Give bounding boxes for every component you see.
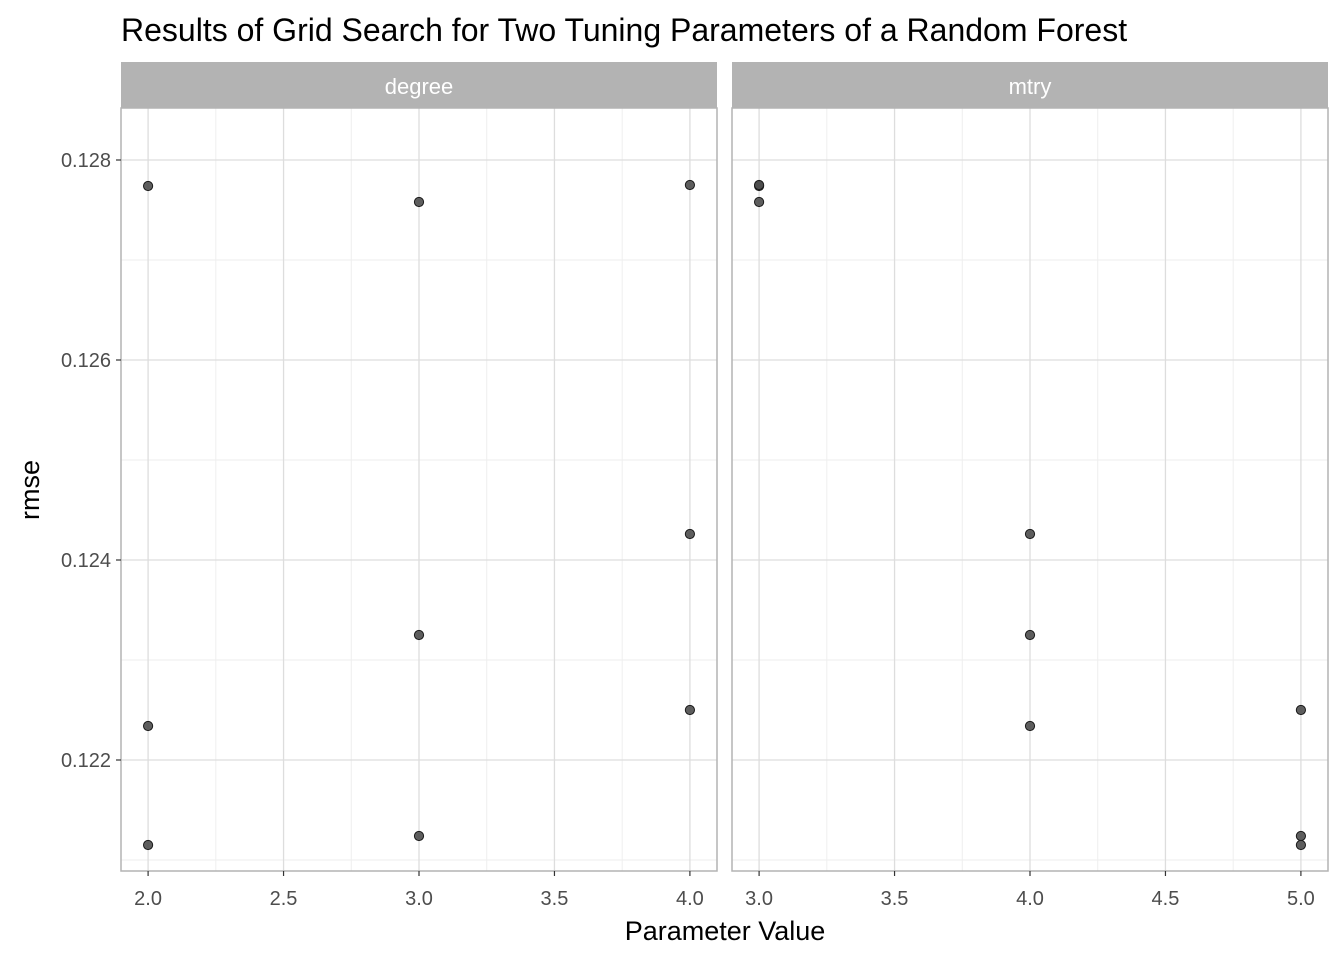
y-tick-label: 0.124 bbox=[61, 550, 111, 572]
x-tick-label: 2.0 bbox=[134, 888, 162, 910]
strip-label-degree: degree bbox=[385, 74, 454, 99]
x-tick-label: 3.0 bbox=[745, 888, 773, 910]
data-point bbox=[1295, 839, 1307, 851]
strip-background bbox=[732, 62, 1328, 108]
data-points bbox=[753, 179, 1307, 851]
x-tick-label: 3.5 bbox=[541, 888, 569, 910]
data-point bbox=[684, 704, 696, 716]
x-tick-label: 4.5 bbox=[1152, 888, 1180, 910]
panel-degree: degree 2.0 2.5 3.0 3.5 4.0 bbox=[120, 62, 718, 910]
y-axis-title: rmse bbox=[15, 460, 45, 520]
data-point bbox=[413, 830, 425, 842]
data-point bbox=[1024, 629, 1036, 641]
x-tick-label: 5.0 bbox=[1287, 888, 1315, 910]
x-tick-label: 3.0 bbox=[405, 888, 433, 910]
x-tick-label: 4.0 bbox=[1016, 888, 1044, 910]
strip-background bbox=[121, 62, 717, 108]
x-axis-ticks: 2.0 2.5 3.0 3.5 4.0 bbox=[134, 871, 704, 910]
data-point bbox=[142, 720, 154, 732]
data-point bbox=[413, 196, 425, 208]
y-tick-label: 0.126 bbox=[61, 350, 111, 372]
y-axis: 0.122 0.124 0.126 0.128 bbox=[61, 150, 121, 772]
y-tick-label: 0.128 bbox=[61, 150, 111, 172]
x-axis-title: Parameter Value bbox=[625, 916, 826, 946]
x-tick-label: 3.5 bbox=[881, 888, 909, 910]
x-axis-ticks: 3.0 3.5 4.0 4.5 5.0 bbox=[745, 871, 1315, 910]
data-point bbox=[1295, 830, 1307, 842]
data-point bbox=[684, 528, 696, 540]
data-point bbox=[1295, 704, 1307, 716]
grid-lines bbox=[121, 108, 717, 871]
data-points bbox=[142, 179, 696, 851]
y-tick-label: 0.122 bbox=[61, 750, 111, 772]
data-point bbox=[1024, 528, 1036, 540]
chart-title: Results of Grid Search for Two Tuning Pa… bbox=[121, 12, 1127, 48]
x-tick-label: 2.5 bbox=[270, 888, 298, 910]
data-point bbox=[684, 179, 696, 191]
data-point bbox=[1024, 720, 1036, 732]
strip-label-mtry: mtry bbox=[1009, 74, 1052, 99]
data-point bbox=[753, 196, 765, 208]
data-point bbox=[413, 629, 425, 641]
data-point bbox=[142, 839, 154, 851]
panel-mtry: mtry 3.0 3.5 4.0 4.5 5.0 bbox=[731, 62, 1329, 910]
data-point bbox=[142, 180, 154, 192]
grid-lines bbox=[732, 108, 1328, 871]
x-tick-label: 4.0 bbox=[676, 888, 704, 910]
data-point bbox=[753, 179, 765, 191]
